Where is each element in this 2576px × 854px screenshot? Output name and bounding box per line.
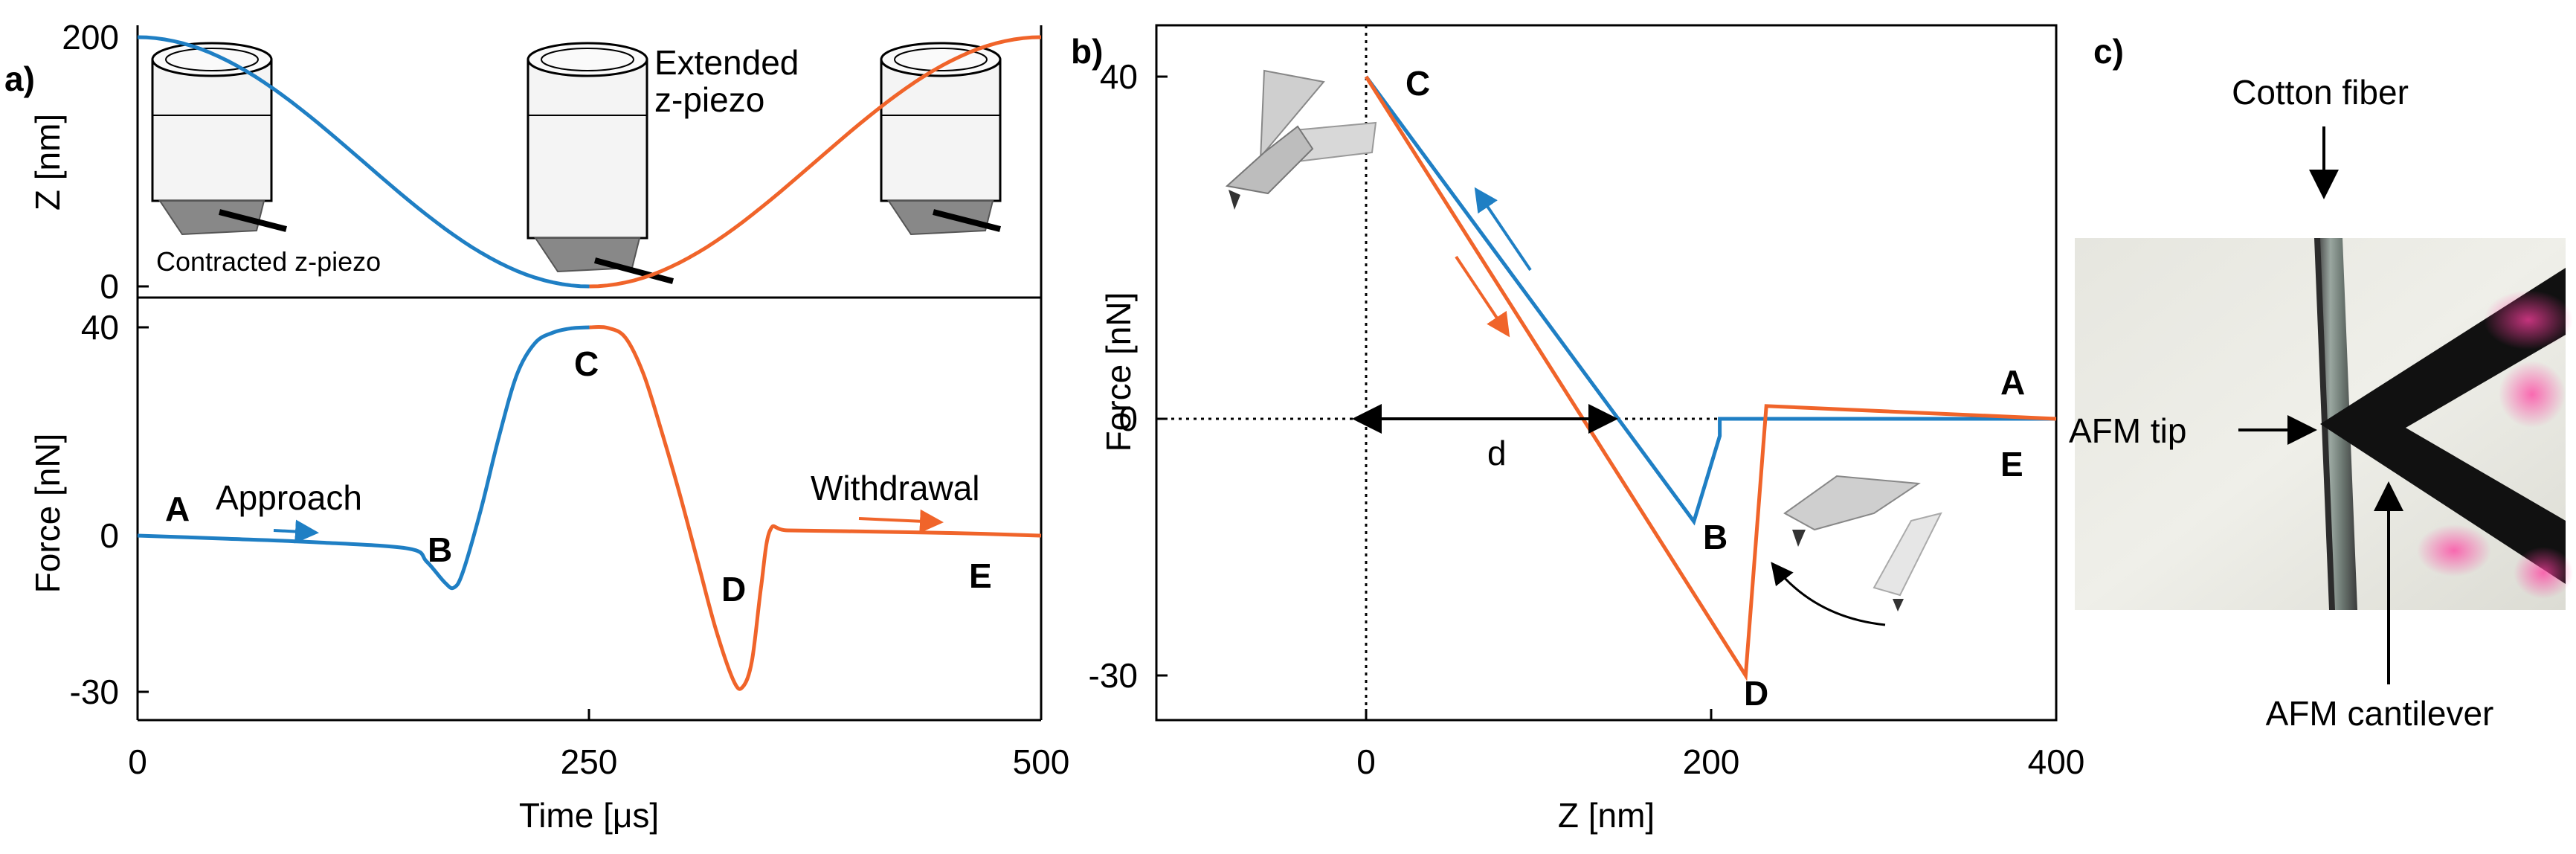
b-approach-line [1364,75,2056,526]
approach-arrow-icon [273,519,319,544]
a-xtick-250: 250 [561,742,618,781]
b-label-C: C [1405,64,1430,103]
a-bot-ylabel: Force [nN] [28,434,67,594]
a-bot-ytick-40: 40 [81,308,119,347]
a-top-ytick-200: 200 [62,18,119,57]
withdrawal-arrow-icon [858,509,944,533]
a-label-B: B [428,530,452,569]
cantilever-contact-icon [1225,69,1377,210]
cantilever-detach-icon [1771,475,1942,626]
a-bot-ytick-0: 0 [100,516,119,555]
microscope-photo [2075,238,2573,610]
b-approach-arrow-icon [1474,187,1532,272]
a-label-C: C [574,344,599,383]
piezo-contracted-right-icon [880,42,1002,236]
a-bot-ytick-neg30: -30 [70,672,119,711]
b-xtick-0: 0 [1356,742,1376,781]
b-label-A: A [2000,363,2025,402]
c-label-fiber: Cotton fiber [2232,73,2409,112]
b-ytick-neg30: -30 [1089,656,1138,695]
panel-label-b: b) [1071,32,1103,71]
annot-extended: Extended [654,43,799,82]
piezo-contracted-icon [151,42,287,236]
b-label-E: E [2000,445,2023,484]
a-xlabel: Time [μs] [519,796,659,835]
b-xlabel: Z [nm] [1558,796,1655,835]
a-xtick-500: 500 [1013,742,1070,781]
b-label-B: B [1703,518,1727,556]
panel-label-c: c) [2093,32,2124,71]
panel-label-a: a) [4,60,35,98]
b-label-D: D [1744,674,1768,713]
a-label-D: D [721,570,746,609]
b-annot-d: d [1487,434,1507,472]
b-xtick-400: 400 [2028,742,2085,781]
a-annot-withdrawal: Withdrawal [811,469,980,507]
annot-z-piezo: z-piezo [654,80,764,119]
b-ylabel: Force [nN] [1099,292,1138,452]
a-top-approach-line [137,35,590,289]
a-top-withdrawal-line [589,35,1042,289]
a-label-A: A [165,489,190,528]
b-withdrawal-arrow-icon [1455,255,1510,338]
a-annot-approach: Approach [216,478,362,517]
c-label-cantilever: AFM cantilever [2266,694,2494,733]
annot-contracted: Contracted z-piezo [156,246,381,277]
c-label-tip: AFM tip [2069,411,2186,450]
a-bot-approach-line [137,325,590,591]
a-label-E: E [969,556,992,595]
a-xtick-0: 0 [128,742,147,781]
b-ytick-0: 0 [1118,399,1138,438]
b-xtick-200: 200 [1683,742,1740,781]
b-withdrawal-line [1364,75,2057,681]
piezo-extended-icon [527,42,674,284]
b-ytick-40: 40 [1100,57,1138,96]
a-bot-withdrawal-line [589,324,1042,691]
a-top-ytick-0: 0 [100,267,119,306]
panel-b-axes [1155,24,2058,722]
a-top-ylabel: Z [nm] [28,114,67,211]
